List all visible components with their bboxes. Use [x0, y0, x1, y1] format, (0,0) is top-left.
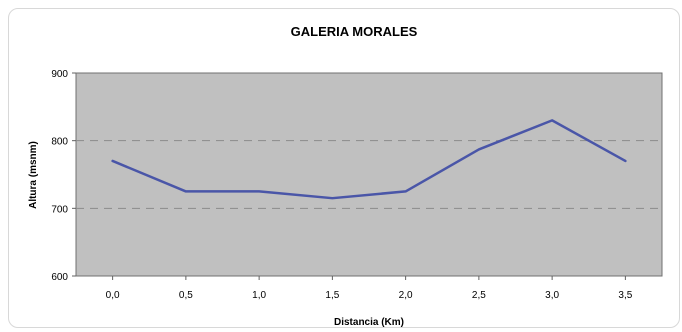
series-line — [111, 119, 627, 200]
x-tick-label: 1,0 — [252, 290, 266, 301]
y-tick-label: 600 — [51, 272, 68, 283]
plot-area — [75, 72, 663, 277]
x-tick-label: 1,5 — [325, 290, 339, 301]
series-layer — [111, 119, 627, 200]
chart-title: GALERIA MORALES — [291, 24, 418, 39]
x-tick-label: 2,0 — [399, 290, 413, 301]
x-tick-label: 3,5 — [618, 290, 632, 301]
x-axis-label: Distancia (Km) — [334, 317, 404, 328]
y-tick-label: 700 — [51, 204, 68, 215]
x-tick-label: 2,5 — [472, 290, 486, 301]
y-tick-label: 900 — [51, 69, 68, 80]
y-axis-ticks: 600 700 800 900 — [51, 69, 76, 283]
x-tick-label: 0,5 — [179, 290, 193, 301]
x-tick-label: 3,0 — [545, 290, 559, 301]
x-tick-label: 0,0 — [106, 290, 120, 301]
y-axis-label: Altura (msnm) — [28, 141, 39, 209]
x-axis-ticks: 0,0 0,5 1,0 1,5 2,0 2,5 3,0 3,5 — [106, 276, 633, 301]
y-tick-label: 800 — [51, 137, 68, 148]
